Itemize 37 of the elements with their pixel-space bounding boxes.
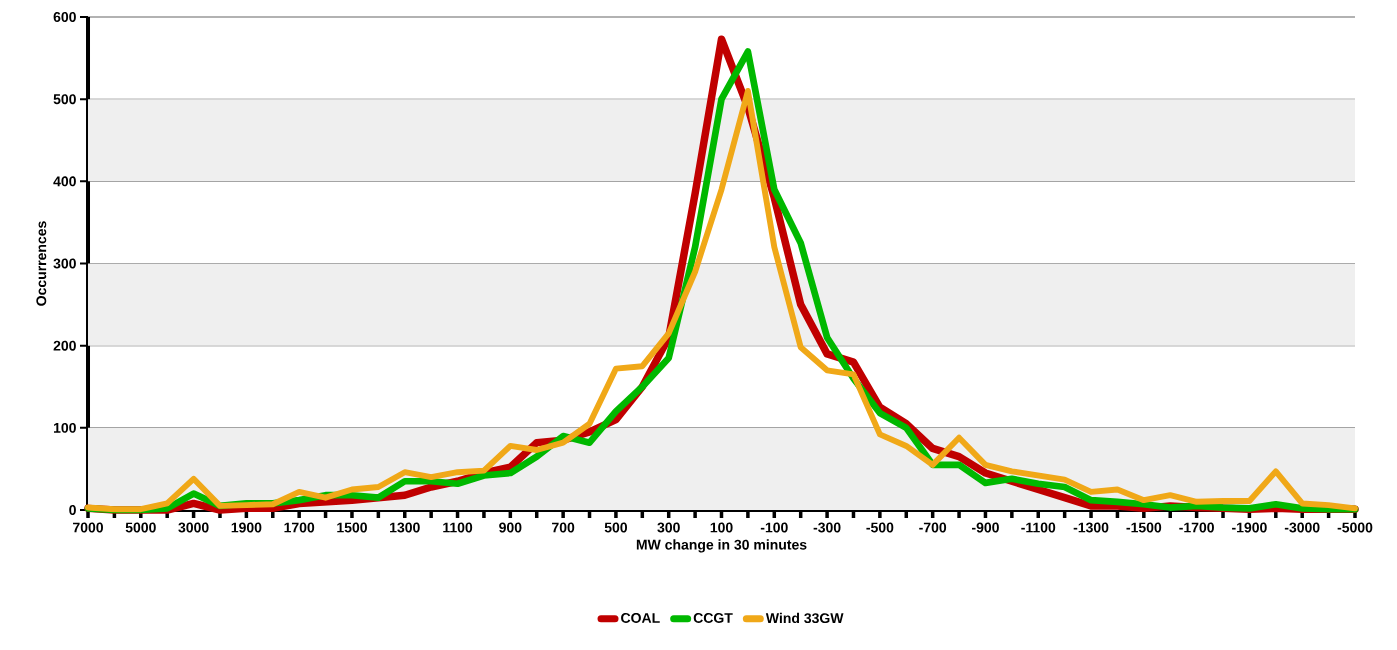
x-tick-label: 700 [552,522,575,533]
y-tick-label: 0 [69,505,76,515]
x-tick-label: 500 [604,522,628,533]
x-tick-label: -1100 [1021,522,1056,533]
y-axis-title: Occurrences [36,221,47,306]
x-tick-label: -1700 [1179,522,1214,533]
x-tick-label: 7000 [73,522,103,533]
x-tick-label: -1900 [1232,522,1267,533]
x-tick-label: -300 [813,522,841,533]
y-tick-label: 600 [53,12,76,22]
x-tick-label: 1300 [390,522,420,533]
x-tick-label: -3000 [1284,522,1320,533]
x-tick-label: 1500 [337,522,367,533]
y-tick-label: 100 [53,422,76,433]
x-tick-label: -1500 [1126,522,1162,533]
x-tick-label: 1100 [443,522,473,533]
x-tick-label: -100 [760,522,788,533]
x-tick-label: -700 [919,522,947,533]
y-tick-label: 300 [53,258,76,269]
legend-label: COAL [621,612,660,623]
x-tick-label: 1700 [284,522,315,533]
x-tick-label: 3000 [178,522,209,533]
x-tick-label: -500 [866,522,894,533]
x-tick-label: 900 [499,522,522,533]
x-tick-label: 100 [710,522,733,533]
y-tick-label: 400 [53,176,76,187]
legend-label: CCGT [693,612,733,623]
x-tick-label: 1900 [231,522,262,533]
x-tick-label: 300 [657,522,680,533]
legend-label: Wind 33GW [765,612,844,624]
x-tick-label: -5000 [1337,522,1373,533]
x-tick-label: 5000 [125,522,156,533]
y-tick-label: 200 [53,340,76,351]
x-tick-label: -900 [972,522,999,533]
y-tick-label: 500 [53,94,76,105]
x-tick-label: -1300 [1073,522,1109,533]
x-axis-title: MW change in 30 minutes [636,539,807,553]
